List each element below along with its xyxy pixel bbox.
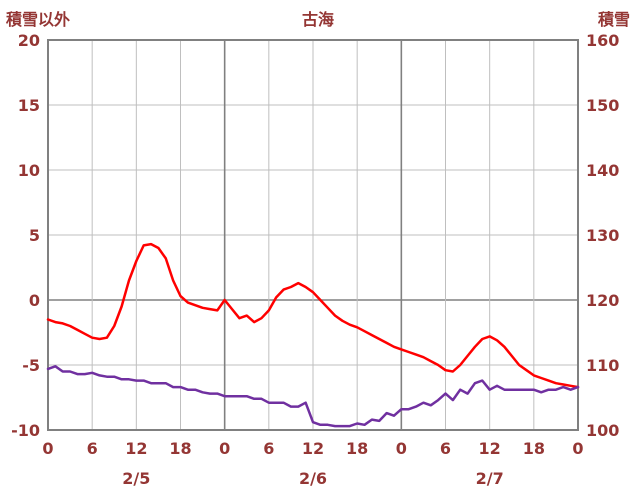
x-tick-label: 0	[42, 439, 53, 458]
x-tick-label: 6	[263, 439, 274, 458]
x-tick-label: 18	[169, 439, 191, 458]
left-tick-label: 15	[18, 96, 40, 115]
x-date-label: 2/6	[299, 469, 327, 488]
x-tick-label: 18	[523, 439, 545, 458]
right-tick-label: 140	[586, 161, 619, 180]
chart-title: 古海	[301, 10, 334, 29]
plot-border	[47, 39, 579, 431]
right-tick-label: 160	[586, 31, 619, 50]
x-tick-label: 6	[87, 439, 98, 458]
left-axis-title: 積雪以外	[6, 10, 71, 29]
x-tick-label: 18	[346, 439, 368, 458]
left-tick-label: -5	[22, 356, 40, 375]
x-tick-label: 12	[479, 439, 501, 458]
left-tick-label: 0	[29, 291, 40, 310]
x-tick-label: 12	[302, 439, 324, 458]
left-tick-label: 20	[18, 31, 40, 50]
x-tick-label: 0	[219, 439, 230, 458]
right-tick-label: 110	[586, 356, 619, 375]
left-tick-label: -10	[11, 421, 40, 440]
x-tick-label: 12	[125, 439, 147, 458]
right-tick-label: 100	[586, 421, 619, 440]
x-tick-label: 6	[440, 439, 451, 458]
series-red	[46, 242, 580, 389]
right-tick-label: 120	[586, 291, 619, 310]
right-tick-label: 130	[586, 226, 619, 245]
series-purple	[46, 365, 580, 428]
x-date-label: 2/5	[122, 469, 150, 488]
x-tick-label: 0	[396, 439, 407, 458]
x-date-label: 2/7	[476, 469, 504, 488]
left-tick-label: 10	[18, 161, 40, 180]
right-tick-label: 150	[586, 96, 619, 115]
left-tick-label: 5	[29, 226, 40, 245]
x-tick-label: 0	[572, 439, 583, 458]
right-axis-title: 積雪	[597, 10, 630, 29]
